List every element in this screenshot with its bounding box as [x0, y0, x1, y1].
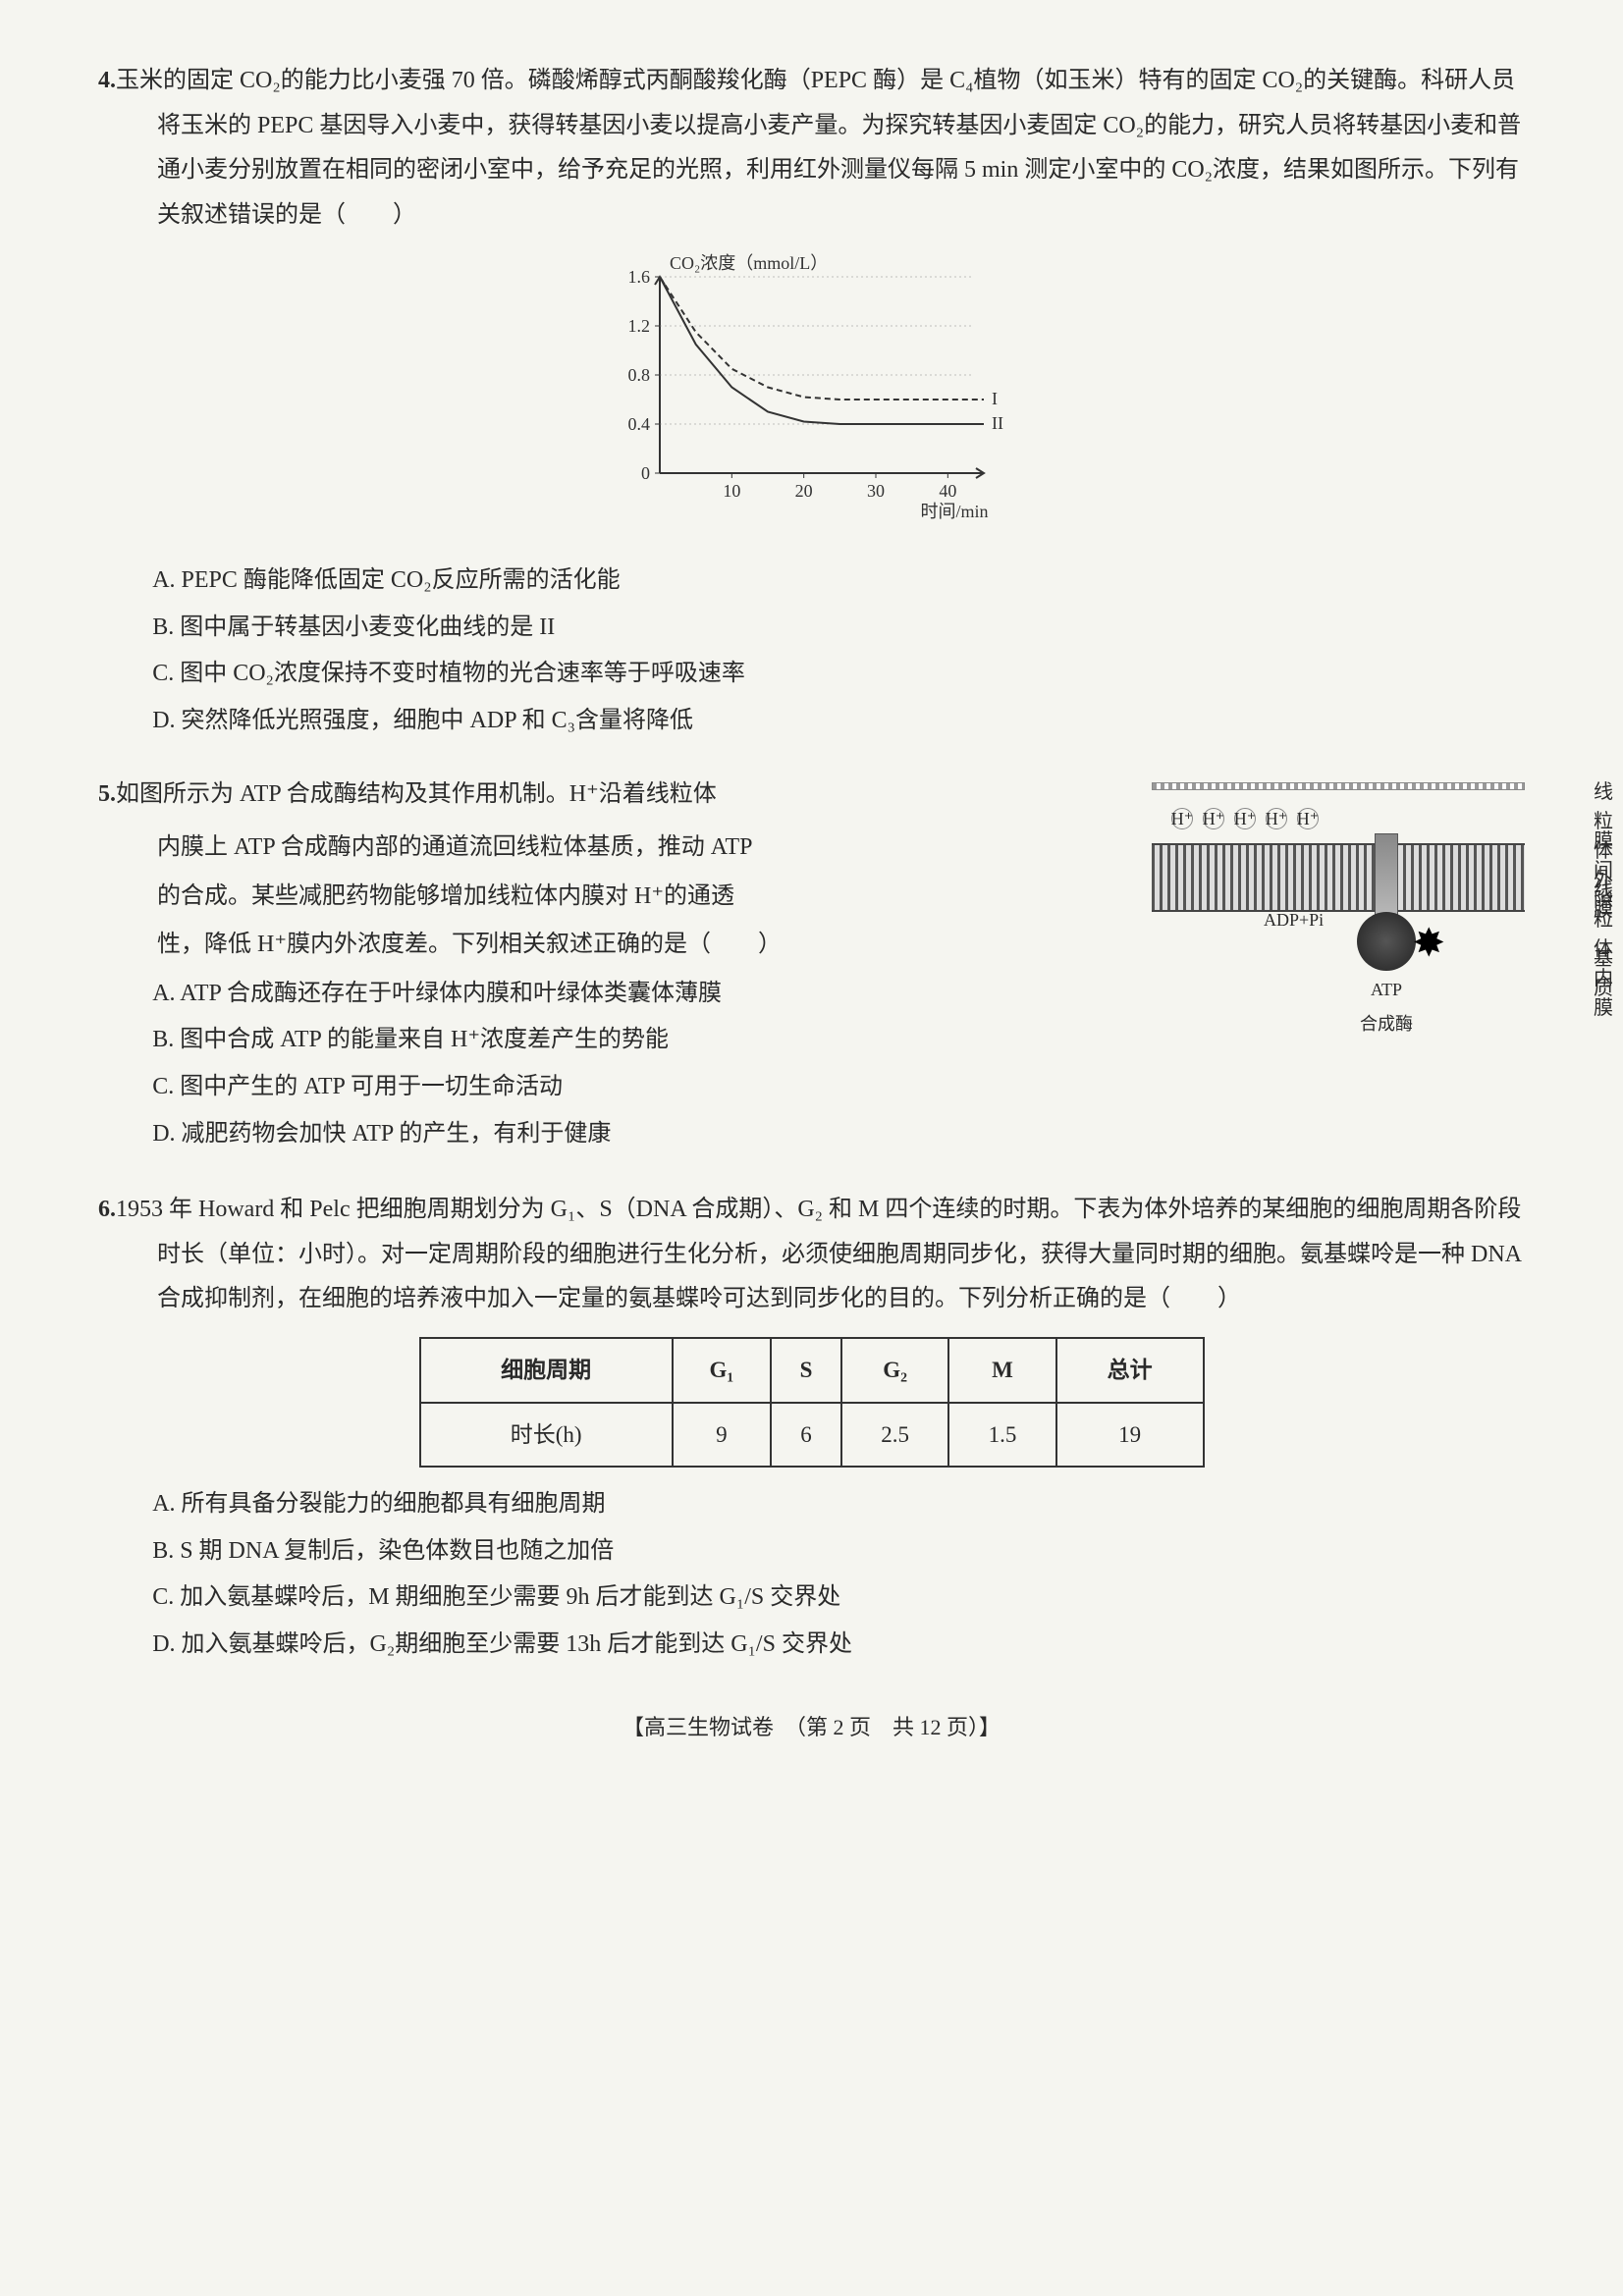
table-row: 细胞周期 G₁ S G₂ M 总计 — [420, 1338, 1204, 1403]
energy-star-icon: ✸ — [1412, 906, 1445, 981]
svg-text:0.4: 0.4 — [627, 414, 650, 434]
q5-figure: H⁺ H⁺ H⁺ H⁺ H⁺ ✸ ATP合成酶 ADP+Pi 线粒体 — [1152, 773, 1525, 912]
q6-number: 6. — [98, 1197, 116, 1222]
h-plus-icon: H⁺ — [1203, 808, 1224, 829]
h-plus-icon: H⁺ — [1234, 808, 1256, 829]
mito-outer-membrane — [1152, 782, 1525, 790]
q4-chart-svg: 0 0.4 0.8 1.2 1.6 10 20 30 40 CO₂浓度（mmol/L） 时间/min… — [601, 247, 1023, 522]
question-5: 5.如图所示为 ATP 合成酶结构及其作用机制。H⁺沿着线粒体 内膜上 ATP … — [98, 773, 1525, 1158]
svg-text:CO₂浓度（mmol/L）: CO₂浓度（mmol/L） — [670, 253, 828, 273]
cell-cycle-table: 细胞周期 G₁ S G₂ M 总计 时长(h) 9 6 2.5 1.5 19 — [419, 1337, 1205, 1468]
svg-text:时间/min: 时间/min — [920, 502, 988, 521]
td-1: 6 — [771, 1403, 841, 1468]
q5-stem-line-2: 的合成。某些减肥药物能够增加线粒体内膜对 H⁺的通透 — [98, 875, 1132, 920]
q5-stem-line-0: 如图所示为 ATP 合成酶结构及其作用机制。H⁺沿着线粒体 — [116, 781, 717, 807]
q5-option-c: C. 图中产生的 ATP 可用于一切生命活动 — [98, 1065, 1132, 1110]
q4-stem: 4.玉米的固定 CO₂的能力比小麦强 70 倍。磷酸烯醇式丙酮酸羧化酶（PEPC… — [98, 59, 1525, 238]
svg-text:10: 10 — [723, 481, 740, 501]
svg-text:0: 0 — [641, 463, 650, 483]
q4-chart-container: 0 0.4 0.8 1.2 1.6 10 20 30 40 CO₂浓度（mmol/L） 时间/min… — [98, 247, 1525, 539]
q4-option-b: B. 图中属于转基因小麦变化曲线的是 II — [98, 606, 1525, 651]
th-3: G₂ — [841, 1338, 948, 1403]
td-0: 9 — [673, 1403, 771, 1468]
q5-stem: 5.如图所示为 ATP 合成酶结构及其作用机制。H⁺沿着线粒体 — [98, 773, 1132, 818]
q5-stem-line-3: 性，降低 H⁺膜内外浓度差。下列相关叙述正确的是（ ） — [98, 923, 1132, 968]
q6-option-c: C. 加入氨基蝶呤后，M 期细胞至少需要 9h 后才能到达 G₁/S 交界处 — [98, 1575, 1525, 1621]
th-1: G₁ — [673, 1338, 771, 1403]
td-3: 1.5 — [948, 1403, 1055, 1468]
page-footer: 【高三生物试卷 （第 2 页 共 12 页）】 — [98, 1707, 1525, 1748]
q4-option-a: A. PEPC 酶能降低固定 CO₂反应所需的活化能 — [98, 559, 1525, 604]
row-label: 时长(h) — [420, 1403, 673, 1468]
q6-stem: 6.1953 年 Howard 和 Pelc 把细胞周期划分为 G₁、S（DNA… — [98, 1188, 1525, 1322]
h-plus-icon: H⁺ — [1171, 808, 1193, 829]
th-5: 总计 — [1056, 1338, 1204, 1403]
q5-option-b: B. 图中合成 ATP 的能量来自 H⁺浓度差产生的势能 — [98, 1018, 1132, 1063]
label-matrix: 基质 — [1594, 944, 1613, 1003]
q6-option-b: B. S 期 DNA 复制后，染色体数目也随之加倍 — [98, 1529, 1525, 1575]
q4-number: 4. — [98, 68, 116, 93]
q6-stem-text: 1953 年 Howard 和 Pelc 把细胞周期划分为 G₁、S（DNA 合… — [116, 1197, 1521, 1311]
q4-stem-text: 玉米的固定 CO₂的能力比小麦强 70 倍。磷酸烯醇式丙酮酸羧化酶（PEPC 酶… — [116, 68, 1521, 228]
q4-option-c: C. 图中 CO₂浓度保持不变时植物的光合速率等于呼吸速率 — [98, 652, 1525, 697]
svg-text:1.6: 1.6 — [627, 267, 650, 287]
q4-option-d: D. 突然降低光照强度，细胞中 ADP 和 C₃含量将降低 — [98, 699, 1525, 744]
td-4: 19 — [1056, 1403, 1204, 1468]
q4-chart: 0 0.4 0.8 1.2 1.6 10 20 30 40 CO₂浓度（mmol/L） 时间/min… — [601, 247, 1023, 539]
question-6: 6.1953 年 Howard 和 Pelc 把细胞周期划分为 G₁、S（DNA… — [98, 1188, 1525, 1668]
atp-synthase-icon: ✸ ATP合成酶 — [1357, 833, 1416, 981]
q6-option-d: D. 加入氨基蝶呤后，G₂期细胞至少需要 13h 后才能到达 G₁/S 交界处 — [98, 1623, 1525, 1668]
td-2: 2.5 — [841, 1403, 948, 1468]
svg-text:0.8: 0.8 — [627, 365, 650, 385]
th-4: M — [948, 1338, 1055, 1403]
q5-stem-line-1: 内膜上 ATP 合成酶内部的通道流回线粒体基质，推动 ATP — [98, 826, 1132, 871]
svg-text:II: II — [992, 413, 1003, 433]
svg-text:1.2: 1.2 — [627, 316, 650, 336]
h-plus-icon: H⁺ — [1297, 808, 1319, 829]
q6-option-a: A. 所有具备分裂能力的细胞都具有细胞周期 — [98, 1482, 1525, 1527]
svg-text:I: I — [992, 389, 998, 408]
th-0: 细胞周期 — [420, 1338, 673, 1403]
q5-number: 5. — [98, 781, 116, 807]
atp-synthase-label: ATP合成酶 — [1357, 973, 1416, 1040]
mito-inner-membrane — [1152, 843, 1525, 912]
th-2: S — [771, 1338, 841, 1403]
svg-text:20: 20 — [794, 481, 812, 501]
svg-text:30: 30 — [867, 481, 885, 501]
table-row: 时长(h) 9 6 2.5 1.5 19 — [420, 1403, 1204, 1468]
q5-option-d: D. 减肥药物会加快 ATP 的产生，有利于健康 — [98, 1112, 1132, 1157]
adp-pi-label: ADP+Pi — [1264, 903, 1324, 936]
intermembrane-space: H⁺ H⁺ H⁺ H⁺ H⁺ — [1152, 794, 1525, 843]
svg-text:40: 40 — [939, 481, 956, 501]
q5-option-a: A. ATP 合成酶还存在于叶绿体内膜和叶绿体类囊体薄膜 — [98, 972, 1132, 1017]
h-plus-icon: H⁺ — [1266, 808, 1287, 829]
q6-table-container: 细胞周期 G₁ S G₂ M 总计 时长(h) 9 6 2.5 1.5 19 — [98, 1337, 1525, 1468]
question-4: 4.玉米的固定 CO₂的能力比小麦强 70 倍。磷酸烯醇式丙酮酸羧化酶（PEPC… — [98, 59, 1525, 743]
